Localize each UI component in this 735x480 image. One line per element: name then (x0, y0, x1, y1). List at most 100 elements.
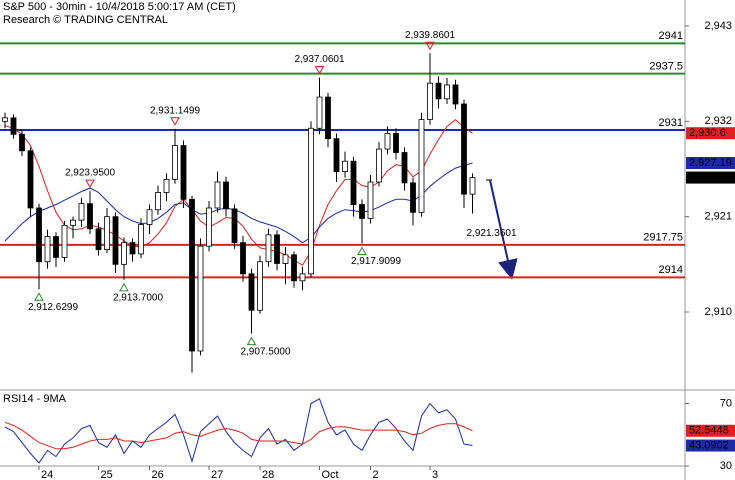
last-value-box (686, 157, 735, 170)
candle-body (104, 216, 110, 251)
series-line (4, 398, 473, 464)
candle-body (435, 82, 442, 100)
candle-body (427, 82, 433, 120)
low-marker (34, 292, 44, 301)
candle-body (44, 236, 51, 263)
annotation-label: 2,913.7000 (113, 293, 163, 304)
candle-body (87, 203, 93, 230)
candle-body (299, 273, 306, 282)
y-tick-label: 2,943 (704, 20, 732, 32)
candle-body (401, 152, 408, 184)
last-value-label: 2,927.19 (689, 157, 732, 169)
candle-body (197, 245, 204, 352)
annotation-label: 2,939.8601 (405, 30, 455, 41)
level-label: 2914 (659, 264, 683, 276)
y-tick-label: 2,921 (704, 211, 732, 223)
y-tick-label: 2,932 (704, 115, 732, 127)
candle-body (469, 177, 476, 195)
candle-body (444, 84, 450, 100)
candle-body (36, 207, 42, 263)
x-tick-label: 2 (373, 469, 379, 480)
high-marker (425, 41, 435, 51)
low-marker (357, 246, 367, 255)
y-tick-label: 30 (720, 460, 732, 472)
candle-body (61, 224, 68, 258)
level-label: 2931 (659, 117, 683, 129)
candle-body (129, 242, 136, 255)
candle-body (376, 148, 382, 183)
candle-body (163, 178, 170, 193)
y-tick-label: 2,910 (704, 306, 732, 318)
last-value-box (686, 439, 735, 452)
candle-body (189, 198, 195, 352)
candle-body (333, 138, 340, 173)
last-value-label: 43.0902 (689, 439, 729, 451)
last-value-label: 2,925.51 (689, 171, 732, 183)
candle-body (2, 117, 8, 122)
high-marker (314, 65, 325, 75)
candle-body (452, 84, 459, 105)
candle-body (410, 182, 416, 213)
last-value-box (686, 171, 735, 184)
candle-body (78, 203, 85, 221)
x-tick-label: 25 (101, 469, 113, 480)
annotation-label: 2,921.3601 (467, 228, 517, 239)
candle-body (316, 96, 323, 129)
candle-body (70, 219, 76, 226)
candle-body (248, 273, 255, 311)
chart-title: S&P 500 - 30min - 10/4/2018 5:00:17 AM (… (3, 1, 236, 13)
x-tick-label: 28 (262, 469, 274, 480)
candle-body (112, 216, 119, 265)
last-value-box (686, 127, 735, 140)
candle-body (418, 119, 425, 213)
series-line (4, 118, 473, 266)
candle-body (291, 254, 297, 282)
low-marker (246, 336, 257, 346)
candle-body (350, 160, 357, 205)
candle-body (27, 150, 34, 209)
candle-body (367, 181, 374, 219)
candle-body (274, 234, 280, 264)
series-line (4, 162, 473, 244)
x-tick-label: 24 (41, 469, 53, 480)
chart-subtitle: Research © TRADING CENTRAL (3, 14, 168, 26)
annotation-label: 2,907.5000 (240, 346, 290, 357)
last-value-label: 2,930.6 (689, 127, 726, 139)
annotation-label: 2,912.6299 (28, 302, 78, 313)
candle-body (138, 224, 144, 255)
forecast-arrow (489, 179, 518, 280)
x-tick-label: 3 (432, 469, 438, 480)
candle-body (257, 261, 263, 311)
candle-body (461, 103, 467, 195)
candle-body (223, 181, 229, 210)
candle-body (53, 236, 59, 258)
y-tick-label: 70 (720, 397, 732, 409)
rsi-title: RSI14 - 9MA (3, 393, 67, 405)
level-label: 2937.5 (649, 61, 683, 73)
candle-body (206, 207, 212, 247)
candle-body (155, 191, 161, 211)
candle-body (308, 127, 314, 275)
annotation-label: 2,923.9500 (65, 168, 115, 179)
annotation-label: 2,931.1499 (150, 105, 200, 116)
x-tick-label: 27 (211, 469, 223, 480)
candle-body (231, 208, 238, 244)
high-marker (85, 179, 95, 189)
last-value-box (686, 424, 735, 437)
last-value-label: 52.5448 (689, 425, 729, 437)
candle-body (95, 228, 102, 251)
candle-body (214, 181, 221, 209)
candle-body (384, 133, 391, 150)
candle-body (393, 133, 399, 153)
candle-body (359, 204, 365, 219)
x-tick-label: Oct (322, 469, 339, 480)
candle-body (342, 160, 348, 172)
candle-body (10, 117, 17, 135)
annotation-label: 2,917.9099 (351, 256, 401, 267)
candle-body (19, 133, 25, 152)
x-tick-label: 26 (152, 469, 164, 480)
candle-body (240, 242, 246, 275)
